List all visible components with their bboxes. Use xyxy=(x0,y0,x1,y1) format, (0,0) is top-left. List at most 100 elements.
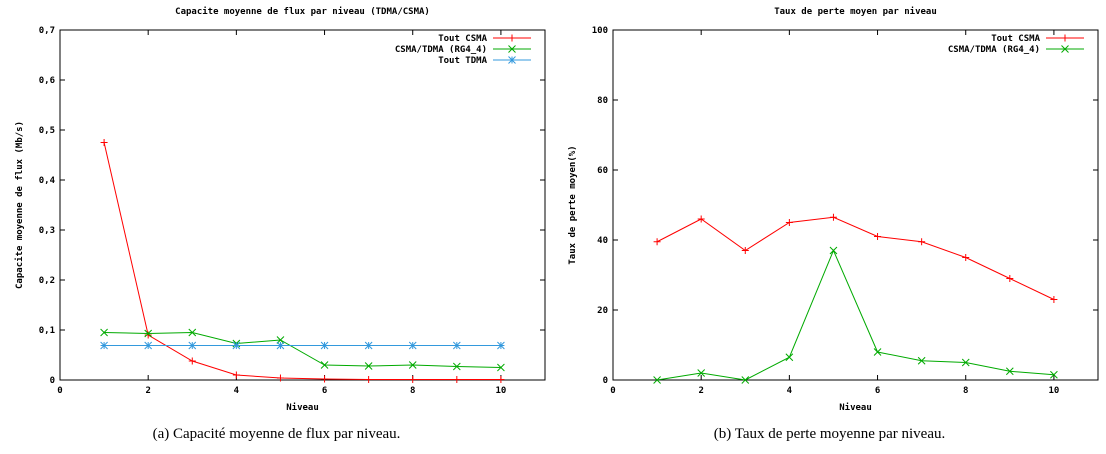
data-point-series-2 xyxy=(1050,370,1058,379)
data-point-series-1 xyxy=(497,376,505,383)
y-tick-label: 0,6 xyxy=(39,76,55,86)
data-point-series-3 xyxy=(364,341,373,350)
data-point-series-1 xyxy=(741,247,749,254)
y-tick-label: 80 xyxy=(597,96,608,106)
series-line-1 xyxy=(103,142,501,380)
legend-label-2: CSMA/TDMA (RG4_4) xyxy=(395,45,487,55)
data-point-series-1 xyxy=(276,374,284,382)
data-point-series-2 xyxy=(961,358,970,367)
legend-label-1: Tout CSMA xyxy=(991,34,1040,44)
data-point-series-1 xyxy=(785,219,793,226)
x-tick-label: 6 xyxy=(875,386,880,396)
data-point-series-1 xyxy=(1006,275,1014,282)
data-point-series-2 xyxy=(452,362,461,371)
legend-label-3: Tout TDMA xyxy=(438,56,487,66)
y-tick-label: 0,3 xyxy=(39,226,55,236)
data-point-series-2 xyxy=(917,356,926,365)
data-point-series-2 xyxy=(697,369,706,377)
y-tick-label: 0,7 xyxy=(39,26,55,36)
x-tick-label: 2 xyxy=(698,386,703,396)
data-point-series-1 xyxy=(453,376,461,383)
data-point-series-3 xyxy=(100,341,108,350)
legend-marker-2 xyxy=(508,45,516,53)
chart-title: Capacite moyenne de flux par niveau (TDM… xyxy=(175,6,430,17)
chart-panel-a: Capacite moyenne de flux par niveau (TDM… xyxy=(14,6,546,413)
data-point-series-2 xyxy=(144,329,153,338)
plot-frame xyxy=(59,29,546,381)
legend-label-1: Tout CSMA xyxy=(438,34,487,44)
x-tick-label: 8 xyxy=(410,386,415,396)
series-line-2 xyxy=(657,249,1054,381)
series-line-1 xyxy=(656,216,1055,300)
data-point-series-1 xyxy=(321,375,329,383)
x-tick-label: 6 xyxy=(322,386,327,396)
y-tick-label: 0 xyxy=(603,376,608,386)
caption-b: (b) Taux de perte moyenne par niveau. xyxy=(713,426,946,442)
y-tick-label: 0,5 xyxy=(39,126,55,136)
chart-title: Taux de perte moyen par niveau xyxy=(774,6,937,17)
y-tick-label: 60 xyxy=(597,166,608,176)
data-point-series-1 xyxy=(697,215,705,223)
legend-marker-1 xyxy=(1061,34,1069,42)
data-point-series-1 xyxy=(874,233,882,240)
data-point-series-3 xyxy=(232,341,241,350)
data-point-series-3 xyxy=(497,341,505,350)
data-point-series-3 xyxy=(408,341,417,350)
data-point-series-2 xyxy=(320,361,329,369)
data-point-series-2 xyxy=(873,348,882,356)
y-axis-label: Taux de perte moyen(%) xyxy=(568,145,578,264)
plot-frame xyxy=(612,29,1099,381)
data-point-series-2 xyxy=(785,353,794,362)
x-tick-label: 2 xyxy=(145,386,150,396)
data-point-series-1 xyxy=(962,254,970,261)
data-point-series-2 xyxy=(653,376,661,384)
y-tick-label: 0,1 xyxy=(39,326,55,336)
y-tick-label: 0,4 xyxy=(39,176,56,186)
data-point-series-1 xyxy=(188,357,196,365)
data-point-series-1 xyxy=(409,376,417,383)
data-point-series-1 xyxy=(365,376,373,383)
x-tick-label: 4 xyxy=(787,386,793,396)
x-tick-label: 8 xyxy=(963,386,968,396)
data-point-series-2 xyxy=(1005,367,1014,376)
x-axis-label: Niveau xyxy=(286,402,319,413)
data-point-series-2 xyxy=(741,376,750,384)
legend-marker-2 xyxy=(1061,45,1069,53)
chart-a: Capacite moyenne de flux par niveau (TDM… xyxy=(14,6,546,413)
data-point-series-3 xyxy=(144,341,153,350)
data-point-series-2 xyxy=(188,328,197,337)
data-point-series-3 xyxy=(188,341,197,350)
data-point-series-3 xyxy=(276,341,285,350)
data-point-series-1 xyxy=(829,213,837,221)
series-line-2 xyxy=(104,331,501,368)
data-point-series-2 xyxy=(276,336,285,344)
y-axis-label: Capacite moyenne de flux (Mb/s) xyxy=(14,121,25,289)
legend-marker-1 xyxy=(508,34,516,42)
x-tick-label: 4 xyxy=(234,386,240,396)
data-point-series-2 xyxy=(364,362,373,370)
data-point-series-2 xyxy=(100,328,108,337)
y-tick-label: 40 xyxy=(597,236,608,246)
x-tick-label: 10 xyxy=(1048,386,1059,396)
y-tick-label: 0,2 xyxy=(39,276,55,286)
x-tick-label: 10 xyxy=(495,386,506,396)
data-point-series-2 xyxy=(497,363,505,372)
x-axis-label: Niveau xyxy=(839,402,872,413)
y-tick-label: 100 xyxy=(592,26,608,36)
data-point-series-3 xyxy=(452,341,461,350)
data-point-series-1 xyxy=(232,371,240,379)
data-point-series-1 xyxy=(918,238,926,246)
data-point-series-2 xyxy=(408,361,417,369)
caption-a: (a) Capacité moyenne de flux par niveau. xyxy=(152,426,401,442)
legend-label-2: CSMA/TDMA (RG4_4) xyxy=(948,45,1040,55)
chart-panel-b: Taux de perte moyen par niveau 0 2 4 6 8 10 0 20… xyxy=(553,0,1106,454)
data-point-series-1 xyxy=(1050,296,1058,303)
data-point-series-3 xyxy=(320,341,329,350)
x-tick-label: 0 xyxy=(57,386,62,396)
data-point-series-2 xyxy=(829,246,838,255)
y-tick-label: 0 xyxy=(50,376,55,386)
data-point-series-1 xyxy=(144,331,152,339)
y-tick-label: 20 xyxy=(597,306,608,316)
x-tick-label: 0 xyxy=(610,386,615,396)
